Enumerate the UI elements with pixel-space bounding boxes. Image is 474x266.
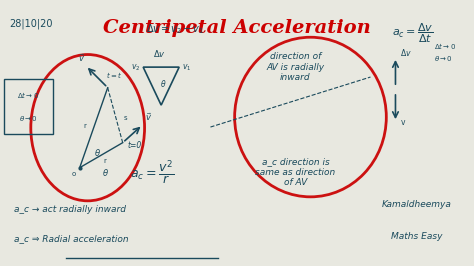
Text: $\Delta v = v_2 - v_1$: $\Delta v = v_2 - v_1$ [146, 22, 204, 36]
Text: $\theta\rightarrow 0$: $\theta\rightarrow 0$ [19, 114, 38, 123]
Text: $t=t$: $t=t$ [106, 70, 122, 80]
Text: $\theta$: $\theta$ [94, 147, 100, 158]
Text: a_c direction is
same as direction
of AV: a_c direction is same as direction of AV [255, 157, 336, 187]
Text: $a_c = \dfrac{v^2}{r}$: $a_c = \dfrac{v^2}{r}$ [130, 159, 173, 187]
Text: Maths Easy: Maths Easy [392, 232, 443, 242]
Text: $\Delta v$: $\Delta v$ [153, 48, 165, 59]
Text: $\Delta t\rightarrow 0$: $\Delta t\rightarrow 0$ [18, 90, 39, 100]
Text: v: v [401, 118, 405, 127]
Text: t=0: t=0 [128, 141, 142, 150]
Text: $v_1$: $v_1$ [182, 62, 191, 73]
Text: $\theta$: $\theta$ [102, 167, 109, 178]
Text: 28|10|20: 28|10|20 [9, 19, 53, 29]
Text: $a_c = \dfrac{\Delta v}{\Delta t}$: $a_c = \dfrac{\Delta v}{\Delta t}$ [392, 21, 433, 45]
Text: direction of
AV is radially
inward: direction of AV is radially inward [266, 52, 325, 82]
Text: Kamaldheemya: Kamaldheemya [382, 201, 452, 210]
Text: $\Delta t\rightarrow 0$: $\Delta t\rightarrow 0$ [434, 41, 456, 51]
Text: o: o [72, 171, 76, 177]
Text: $\vec{v}$: $\vec{v}$ [78, 52, 85, 64]
Text: r: r [103, 158, 106, 164]
Text: $\Delta v$: $\Delta v$ [401, 47, 412, 57]
Text: $\theta\rightarrow 0$: $\theta\rightarrow 0$ [434, 54, 453, 63]
Text: Centripetal Acceleration: Centripetal Acceleration [103, 19, 371, 37]
Text: $\theta$: $\theta$ [160, 78, 166, 89]
Text: a_c ⇒ Radial acceleration: a_c ⇒ Radial acceleration [14, 234, 129, 243]
Text: r: r [84, 123, 87, 129]
Text: $\vec{v}$: $\vec{v}$ [145, 111, 152, 123]
Text: s: s [123, 115, 127, 121]
Text: a_c → act radially inward: a_c → act radially inward [14, 205, 126, 214]
Text: $v_2$: $v_2$ [131, 62, 141, 73]
